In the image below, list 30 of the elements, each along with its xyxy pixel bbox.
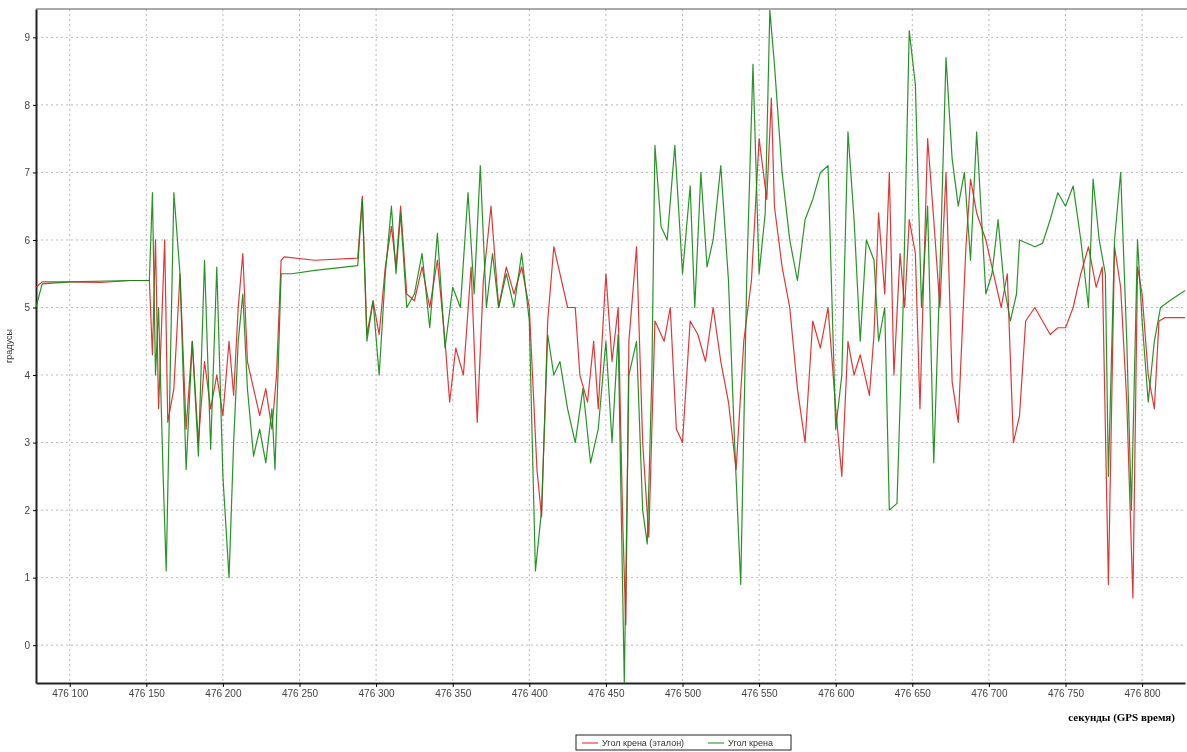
y-tick-label: 5 (24, 302, 31, 314)
line-series (35, 9, 1186, 684)
y-tick-label: 9 (24, 32, 31, 44)
y-tick-label: 2 (24, 504, 31, 516)
x-tick-label: 476 600 (818, 688, 855, 700)
y-tick-label: 0 (24, 639, 31, 651)
x-axis-title: секунды (GPS время) (1068, 711, 1176, 724)
y-tick-label: 4 (24, 369, 31, 381)
x-tick-label: 476 100 (52, 688, 89, 700)
x-tick-label: 476 300 (358, 688, 396, 700)
y-tick-label: 1 (24, 572, 31, 584)
x-tick-label: 476 500 (664, 688, 702, 700)
y-tick-label: 8 (24, 99, 31, 111)
y-tick-label: 6 (24, 234, 31, 246)
y-tick-label: 7 (24, 167, 31, 179)
x-tick-label: 476 150 (128, 688, 166, 700)
x-tick-label: 476 650 (894, 688, 932, 700)
legend-label: Угол крена (эталон) (601, 738, 685, 748)
x-tick-label: 476 400 (511, 688, 549, 700)
x-tick-label: 476 350 (435, 688, 472, 700)
x-tick-label: 476 800 (1124, 688, 1162, 700)
x-tick-label: 476 750 (1047, 688, 1085, 700)
x-tick-label: 476 550 (741, 688, 779, 700)
y-tick-label: 3 (24, 437, 31, 449)
x-tick-label: 476 250 (281, 688, 319, 700)
x-tick-label: 476 450 (588, 688, 625, 700)
legend-label: Угол крена (728, 738, 774, 748)
x-tick-label: 476 700 (971, 688, 1008, 700)
x-tick-label: 476 200 (205, 688, 242, 700)
y-axis-title: градусы (4, 329, 14, 363)
